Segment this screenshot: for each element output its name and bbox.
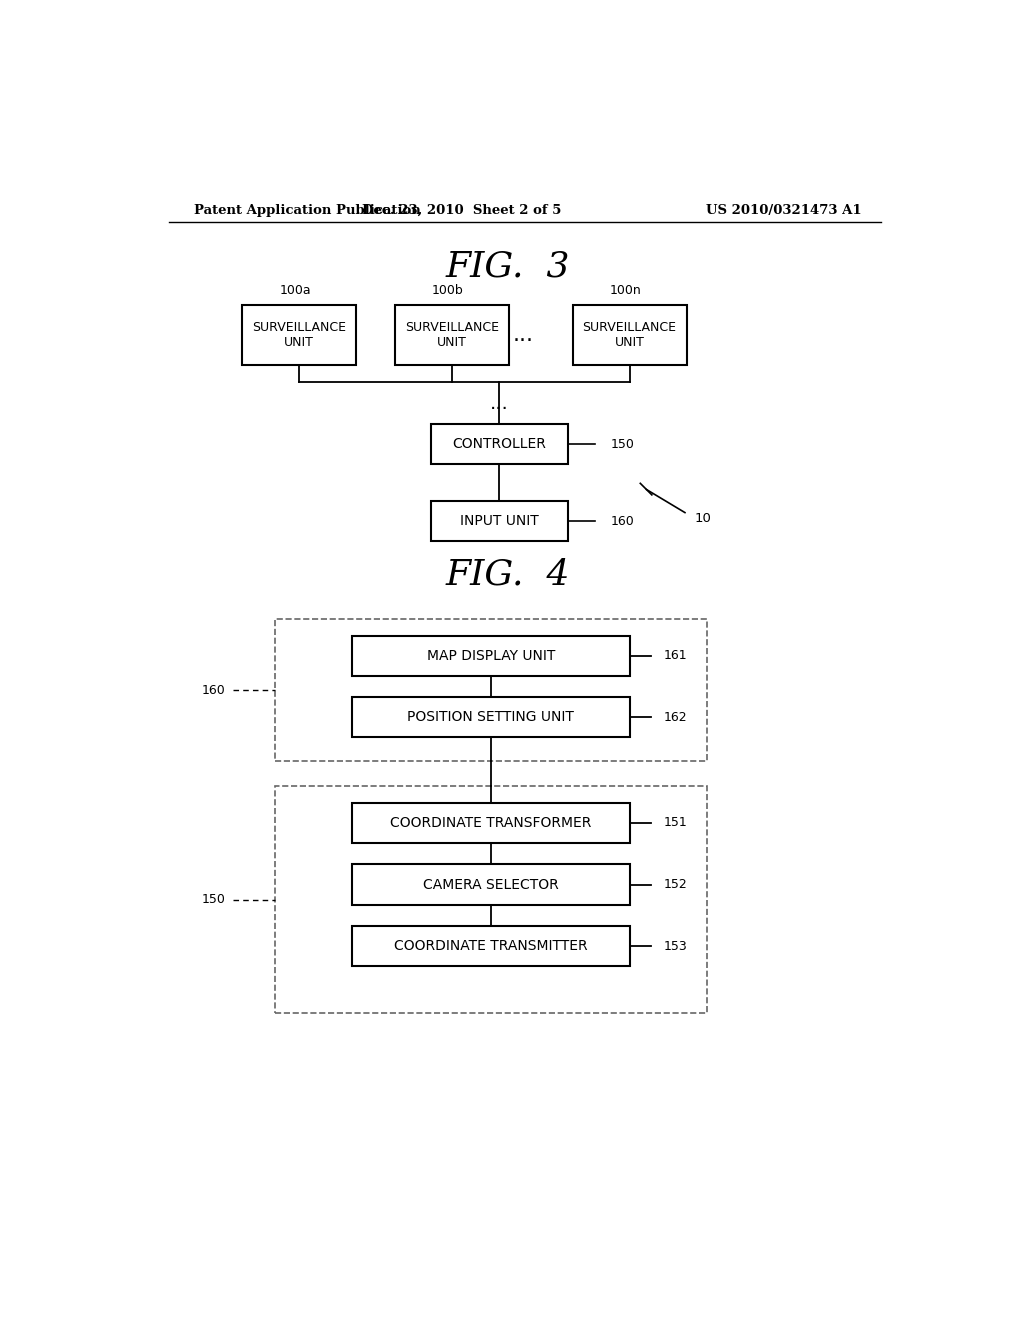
Text: MAP DISPLAY UNIT: MAP DISPLAY UNIT xyxy=(427,649,555,663)
Bar xyxy=(431,424,568,465)
Text: 152: 152 xyxy=(665,878,688,891)
Text: 10: 10 xyxy=(694,512,711,525)
Bar xyxy=(352,803,630,843)
Bar xyxy=(352,636,630,676)
Text: POSITION SETTING UNIT: POSITION SETTING UNIT xyxy=(408,710,574,725)
Text: 160: 160 xyxy=(202,684,225,697)
Text: FIG.  4: FIG. 4 xyxy=(445,557,570,591)
Bar xyxy=(275,619,707,762)
Text: 150: 150 xyxy=(202,894,225,906)
Text: ...: ... xyxy=(490,393,509,413)
Text: 100b: 100b xyxy=(432,284,464,297)
Bar xyxy=(572,305,686,364)
Text: Dec. 23, 2010  Sheet 2 of 5: Dec. 23, 2010 Sheet 2 of 5 xyxy=(361,205,561,218)
Text: 160: 160 xyxy=(610,515,634,528)
Text: CONTROLLER: CONTROLLER xyxy=(453,437,547,451)
Text: SURVEILLANCE
UNIT: SURVEILLANCE UNIT xyxy=(583,321,677,348)
Text: INPUT UNIT: INPUT UNIT xyxy=(460,513,539,528)
Text: COORDINATE TRANSFORMER: COORDINATE TRANSFORMER xyxy=(390,816,592,830)
Bar xyxy=(394,305,509,364)
Text: 161: 161 xyxy=(665,649,688,663)
Text: 100n: 100n xyxy=(610,284,642,297)
Text: 151: 151 xyxy=(665,816,688,829)
Text: 162: 162 xyxy=(665,711,688,723)
Bar xyxy=(352,865,630,904)
Text: Patent Application Publication: Patent Application Publication xyxy=(194,205,421,218)
Bar xyxy=(352,697,630,738)
Bar xyxy=(352,927,630,966)
Text: CAMERA SELECTOR: CAMERA SELECTOR xyxy=(423,878,559,891)
Text: 153: 153 xyxy=(665,940,688,953)
Text: FIG.  3: FIG. 3 xyxy=(445,249,570,284)
Text: 100a: 100a xyxy=(280,284,311,297)
Text: ...: ... xyxy=(513,325,534,345)
Bar xyxy=(275,785,707,1014)
Text: US 2010/0321473 A1: US 2010/0321473 A1 xyxy=(707,205,862,218)
Bar xyxy=(431,502,568,541)
Bar xyxy=(243,305,356,364)
Text: SURVEILLANCE
UNIT: SURVEILLANCE UNIT xyxy=(252,321,346,348)
Text: 150: 150 xyxy=(610,437,634,450)
Text: SURVEILLANCE
UNIT: SURVEILLANCE UNIT xyxy=(404,321,499,348)
Text: COORDINATE TRANSMITTER: COORDINATE TRANSMITTER xyxy=(394,939,588,953)
